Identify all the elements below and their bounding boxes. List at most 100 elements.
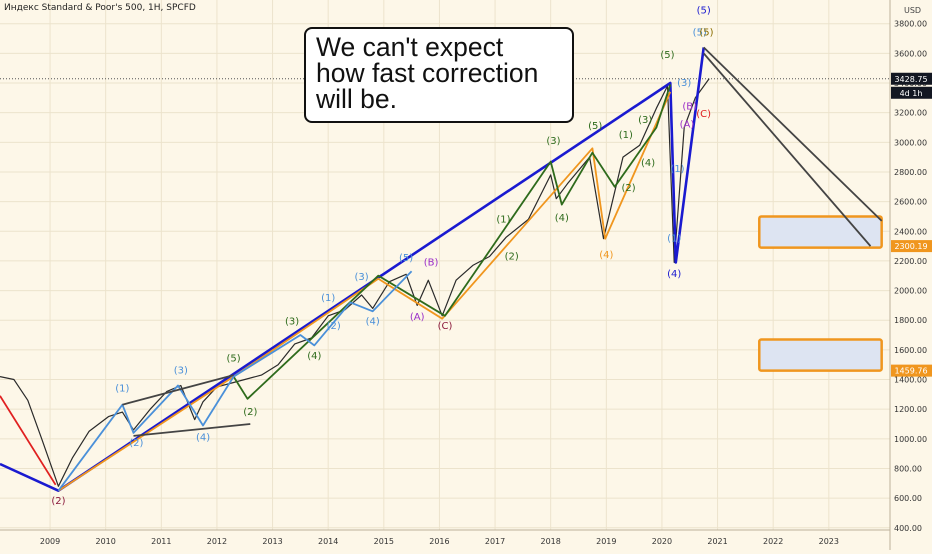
price-tag-label: 1459.76	[894, 367, 927, 376]
wave-label: (2)	[327, 321, 341, 332]
wave-label: (2)	[621, 183, 635, 194]
x-tick-label: 2010	[96, 537, 116, 546]
price-tag-bg	[891, 86, 932, 99]
x-tick-label: 2017	[485, 537, 505, 546]
wave-label: (B)	[424, 257, 439, 268]
price-tags: 3428.75 4d 1h 2300.19 1459.76	[891, 72, 932, 377]
y-tick-label: 1000.00	[894, 435, 927, 444]
y-tick-label: 3800.00	[894, 20, 927, 29]
wave-label: (2)	[51, 496, 65, 507]
wave-label: (5)	[227, 354, 241, 365]
wave-label: (C)	[696, 109, 711, 120]
x-tick-label: 2009	[40, 537, 60, 546]
wave-label: (3)	[174, 366, 188, 377]
y-tick-label: 2800.00	[894, 168, 927, 177]
x-tick-label: 2020	[652, 537, 672, 546]
axes	[0, 0, 891, 550]
wave-label: (3)	[546, 136, 560, 147]
wave-label: (A)	[410, 312, 425, 323]
wave-label: (3)	[638, 115, 652, 126]
wave-label: (1)	[321, 293, 335, 304]
series-line-9	[703, 52, 872, 247]
series-line-6	[122, 374, 234, 406]
y-tick-label: 3000.00	[894, 138, 927, 147]
target-zone	[758, 215, 883, 249]
price-tag-label: 3428.75	[894, 75, 927, 84]
currency-label: USD	[904, 6, 921, 15]
wave-label: (4)	[667, 269, 681, 280]
target-zones	[758, 215, 883, 372]
price-tag-bg	[891, 72, 932, 85]
wave-label: (5)	[588, 121, 602, 132]
price-tag-label: 4d 1h	[900, 89, 923, 98]
series-line-2	[0, 395, 57, 486]
wave-label: (3)	[285, 317, 299, 328]
wave-label: (1)	[619, 130, 633, 141]
y-tick-label: 600.00	[894, 494, 922, 503]
series-line-7	[133, 423, 251, 437]
x-tick-label: 2013	[262, 537, 282, 546]
x-tick-label: 2016	[429, 537, 449, 546]
price-tag-bg	[891, 240, 932, 253]
y-tick-label: 400.00	[894, 524, 922, 533]
y-tick-label: 2000.00	[894, 287, 927, 296]
y-tick-label: 800.00	[894, 464, 922, 473]
chart-header-title: Индекс Standard & Poor's 500, 1H, SPCFD	[4, 3, 196, 13]
y-tick-label: 1200.00	[894, 405, 927, 414]
y-tick-label: 2200.00	[894, 257, 927, 266]
wave-label: (4)	[641, 158, 655, 169]
grid	[0, 0, 890, 530]
wave-labels: (2) (1) (2) (3) (4) (5) (2) (3) (4) (1) (2) (3) (4) (…	[51, 5, 713, 507]
y-tick-label: 3200.00	[894, 109, 927, 118]
wave-label: (2)	[129, 438, 143, 449]
price-tag-label: 2300.19	[894, 242, 927, 251]
annotation-line-1: We can't expect	[316, 32, 504, 62]
series-lines	[0, 46, 883, 493]
wave-label: (C)	[438, 321, 453, 332]
y-tick-label: 1400.00	[894, 376, 927, 385]
wave-label: (3)	[354, 272, 368, 283]
x-tick-label: 2014	[318, 537, 338, 546]
annotation-line-2: how fast correction	[316, 58, 539, 88]
x-tick-label: 2022	[763, 537, 783, 546]
wave-label: (3)	[677, 78, 691, 89]
series-line-4	[232, 84, 672, 400]
x-tick-label: 2018	[541, 537, 561, 546]
axis-ticks: 3800.003600.003400.003200.003000.002800.…	[40, 20, 927, 546]
y-tick-label: 1600.00	[894, 346, 927, 355]
x-tick-label: 2012	[207, 537, 227, 546]
x-tick-label: 2023	[819, 537, 839, 546]
series-line-0	[0, 78, 710, 487]
wave-label: (1)	[496, 214, 510, 225]
series-line-1	[0, 47, 705, 493]
wave-label: (5)	[699, 28, 713, 39]
x-tick-label: 2019	[596, 537, 616, 546]
y-tick-label: 3600.00	[894, 49, 927, 58]
target-zone	[758, 338, 883, 372]
series-line-8	[703, 46, 883, 222]
wave-label: (4)	[307, 351, 321, 362]
price-tag-bg	[891, 364, 932, 377]
series-line-5	[57, 270, 413, 492]
y-tick-label: 2400.00	[894, 227, 927, 236]
wave-label: (5)	[660, 50, 674, 61]
wave-label: (4)	[599, 250, 613, 261]
wave-label: (5)	[399, 253, 413, 264]
annotation-callout[interactable]: We can't expect how fast correction will…	[304, 27, 574, 123]
wave-label: (4)	[196, 432, 210, 443]
wave-label: (5)	[693, 28, 707, 39]
wave-label: (4)	[366, 317, 380, 328]
wave-label: (1)	[667, 234, 681, 245]
wave-label: (2)	[505, 251, 519, 262]
x-tick-label: 2021	[707, 537, 727, 546]
wave-label: (1)	[670, 164, 684, 175]
wave-label: (1)	[115, 383, 129, 394]
y-tick-label: 1800.00	[894, 316, 927, 325]
wave-label: (A)	[680, 119, 695, 130]
annotation-line-3: will be.	[316, 84, 398, 114]
x-tick-label: 2011	[151, 537, 171, 546]
series-line-3	[57, 91, 672, 492]
wave-label: (2)	[243, 407, 257, 418]
